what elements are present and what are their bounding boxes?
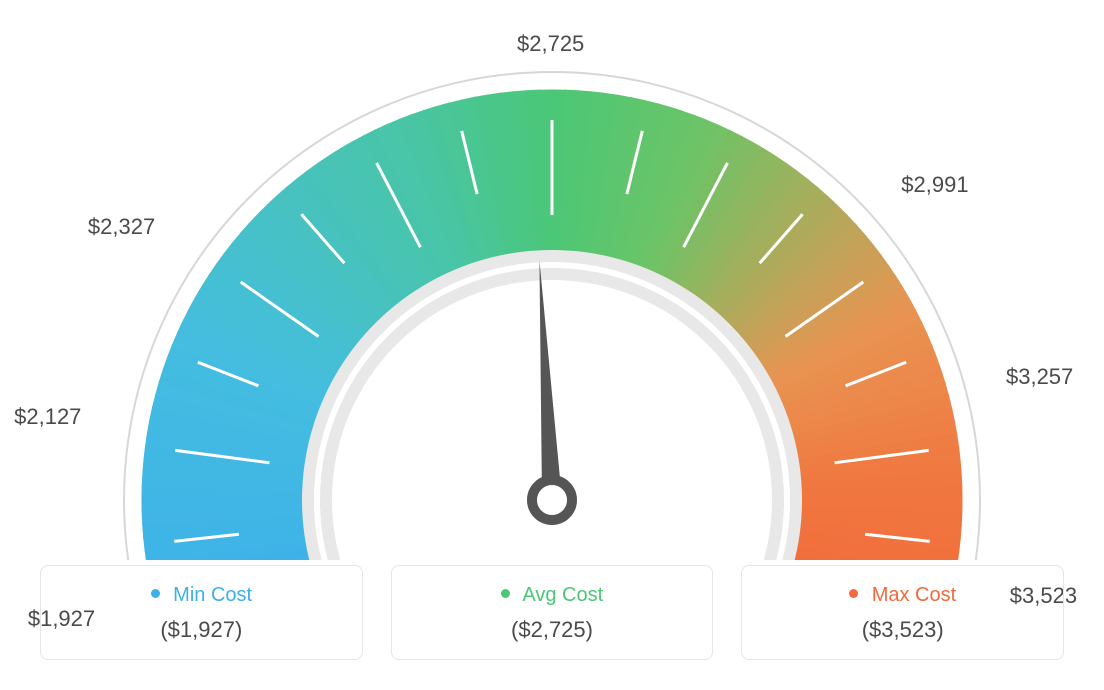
dot-icon xyxy=(151,589,160,598)
legend-title-max: Max Cost xyxy=(752,584,1053,607)
legend-value-max: ($3,523) xyxy=(752,617,1053,643)
legend-card-min: Min Cost ($1,927) xyxy=(40,565,363,660)
dot-icon xyxy=(501,589,510,598)
gauge: $1,927$2,127$2,327$2,725$2,991$3,257$3,5… xyxy=(0,0,1104,560)
legend-card-avg: Avg Cost ($2,725) xyxy=(391,565,714,660)
legend-title-min: Min Cost xyxy=(51,584,352,607)
legend-card-max: Max Cost ($3,523) xyxy=(741,565,1064,660)
gauge-tick-label: $2,991 xyxy=(901,172,968,198)
legend-value-min: ($1,927) xyxy=(51,617,352,643)
gauge-tick-label: $2,127 xyxy=(14,404,81,430)
legend-label: Min Cost xyxy=(173,584,252,606)
gauge-tick-label: $2,725 xyxy=(517,31,584,57)
gauge-svg xyxy=(0,0,1104,560)
legend-label: Max Cost xyxy=(872,584,956,606)
gauge-tick-label: $3,257 xyxy=(1006,364,1073,390)
legend-label: Avg Cost xyxy=(522,584,603,606)
gauge-tick-label: $2,327 xyxy=(88,214,155,240)
cost-gauge-chart: $1,927$2,127$2,327$2,725$2,991$3,257$3,5… xyxy=(0,0,1104,690)
legend-value-avg: ($2,725) xyxy=(402,617,703,643)
legend-title-avg: Avg Cost xyxy=(402,584,703,607)
dot-icon xyxy=(849,589,858,598)
legend-row: Min Cost ($1,927) Avg Cost ($2,725) Max … xyxy=(40,565,1064,660)
